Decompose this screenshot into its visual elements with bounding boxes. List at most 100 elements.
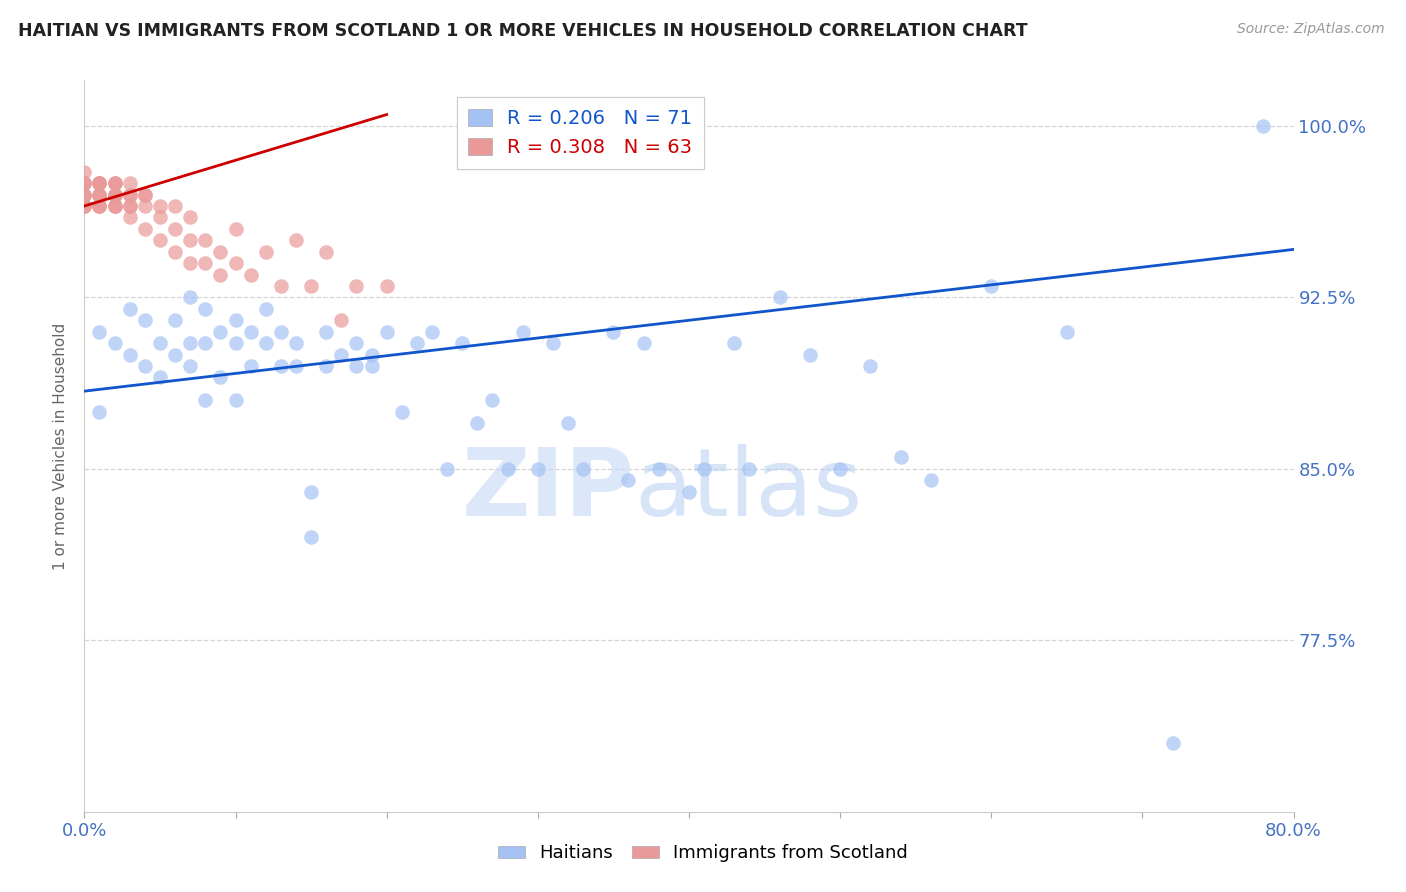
Point (134, 199, 156, 213)
Point (194, 393, 217, 408)
Point (118, 301, 141, 316)
Point (496, 462, 519, 476)
Point (104, 187, 127, 202)
Point (118, 347, 141, 361)
Point (149, 233, 172, 247)
Point (239, 359, 262, 373)
Point (134, 187, 156, 202)
Point (73, 199, 96, 213)
Point (165, 199, 187, 213)
Point (104, 199, 127, 213)
Point (723, 336, 745, 351)
Point (134, 222, 156, 236)
Point (179, 336, 201, 351)
Point (179, 290, 201, 304)
Point (104, 199, 127, 213)
Point (179, 359, 201, 373)
Point (239, 325, 262, 339)
Point (541, 336, 564, 351)
Point (375, 279, 398, 293)
Point (738, 462, 761, 476)
Point (285, 336, 308, 351)
Point (194, 233, 217, 247)
Point (179, 233, 201, 247)
Point (165, 313, 187, 327)
Point (134, 359, 156, 373)
Point (89, 187, 111, 202)
Point (557, 416, 579, 430)
Point (209, 244, 232, 259)
Point (179, 256, 201, 270)
Point (859, 359, 882, 373)
Point (134, 313, 156, 327)
Point (254, 244, 277, 259)
Point (799, 347, 821, 361)
Point (1161, 736, 1184, 750)
Point (149, 211, 172, 225)
Point (225, 336, 247, 351)
Point (890, 450, 912, 465)
Point (118, 199, 141, 213)
Point (73, 187, 96, 202)
Point (920, 473, 942, 487)
Point (104, 176, 127, 190)
Point (602, 325, 624, 339)
Point (194, 301, 217, 316)
Point (89, 187, 111, 202)
Point (118, 211, 141, 225)
Point (194, 336, 217, 351)
Point (315, 359, 337, 373)
Point (118, 199, 141, 213)
Point (980, 279, 1002, 293)
Point (89, 176, 111, 190)
Point (330, 347, 353, 361)
Point (73, 187, 96, 202)
Point (104, 187, 127, 202)
Point (149, 336, 172, 351)
Point (209, 325, 232, 339)
Point (617, 473, 640, 487)
Point (73, 164, 96, 178)
Point (89, 187, 111, 202)
Point (391, 405, 413, 419)
Point (1056, 325, 1078, 339)
Point (299, 279, 322, 293)
Point (118, 176, 141, 190)
Point (1253, 119, 1275, 133)
Point (769, 290, 792, 304)
Point (467, 416, 489, 430)
Point (104, 176, 127, 190)
Point (270, 325, 292, 339)
Point (89, 199, 111, 213)
Point (225, 393, 247, 408)
Point (254, 336, 277, 351)
Text: Source: ZipAtlas.com: Source: ZipAtlas.com (1237, 22, 1385, 37)
Point (89, 325, 111, 339)
Point (693, 462, 716, 476)
Y-axis label: 1 or more Vehicles in Household: 1 or more Vehicles in Household (53, 322, 69, 570)
Point (420, 325, 443, 339)
Point (73, 199, 96, 213)
Point (225, 256, 247, 270)
Legend: Haitians, Immigrants from Scotland: Haitians, Immigrants from Scotland (491, 838, 915, 870)
Point (346, 279, 368, 293)
Point (104, 176, 127, 190)
Point (270, 359, 292, 373)
Point (73, 176, 96, 190)
Point (633, 336, 655, 351)
Point (330, 313, 353, 327)
Point (285, 233, 308, 247)
Point (451, 336, 474, 351)
Point (104, 199, 127, 213)
Point (648, 462, 671, 476)
Point (89, 176, 111, 190)
Point (225, 313, 247, 327)
Text: HAITIAN VS IMMIGRANTS FROM SCOTLAND 1 OR MORE VEHICLES IN HOUSEHOLD CORRELATION : HAITIAN VS IMMIGRANTS FROM SCOTLAND 1 OR… (18, 22, 1028, 40)
Point (73, 199, 96, 213)
Point (481, 393, 503, 408)
Point (118, 187, 141, 202)
Point (179, 211, 201, 225)
Point (104, 187, 127, 202)
Point (209, 268, 232, 282)
Point (73, 176, 96, 190)
